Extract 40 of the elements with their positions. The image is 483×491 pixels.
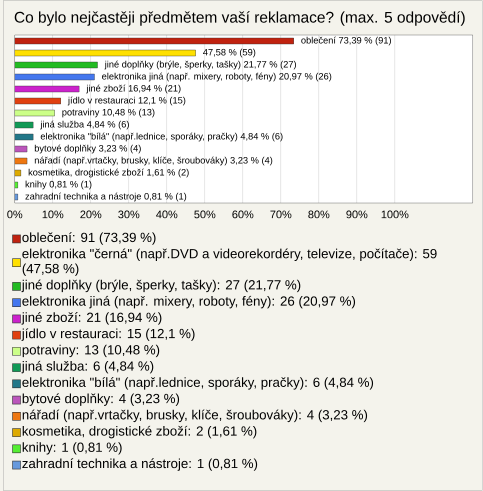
data-label: knihy 0,81 % (1) [26,180,92,190]
legend-label: kosmetika, drogistické zboží: 2 (1,61 %) [22,426,256,438]
data-label: bytové doplňky 3,23 % (4) [34,144,141,154]
legend-label: elektronika jiná (např. mixery, roboty, fény): 26 (20,97 %) [22,296,356,308]
x-tick-label: 60% [232,210,254,218]
data-label: potraviny 10,48 % (13) [62,108,155,118]
legend-label: jiná služba: 6 (4,84 %) [22,360,154,374]
legend-label: jídlo v restauraci: 15 (12,1 %) [22,328,195,341]
legend-label: bytové doplňky: 4 (3,23 %) [22,393,180,406]
data-label: jiná služba 4,84 % (6) [40,120,129,130]
data-label: zahradní technika a nástroje 0,81 % (1) [26,192,186,202]
x-tick-label: 70% [270,210,292,218]
x-tick-label: 40% [156,210,178,218]
data-label: nářadí (např.vrtačky, brusky, klíče, šroubováky) 3,23 % (4) [34,156,272,166]
x-tick-label: 20% [80,210,102,218]
data-label: oblečení 73,39 % (91) [301,36,392,46]
legend-label: knihy: 1 (0,81 %) [22,442,122,455]
legend-label: nářadí (např.vrtačky, brusky, klíče, šroubováky): 4 (3,23 %) [22,410,368,422]
x-tick-label: 0% [7,210,22,218]
legend-label: potraviny: 13 (10,48 %) [22,344,160,358]
data-label: jiné zboží 16,94 % (21) [86,84,181,94]
legend-label: jiné doplňky (brýle, šperky, tašky): 27 (21,77 %) [22,280,300,292]
legend-label: elektronika "černá" (např.DVD a videorekordéry, televize, počítače): 59 (47,58 %) [22,248,437,276]
data-label: elektronika "bílá" (např.lednice, sporáky, pračky) 4,84 % (6) [40,132,283,142]
x-tick-label: 10% [42,210,64,218]
legend-label: oblečení: 91 (73,39 %) [22,232,156,245]
x-tick-label: 90% [346,210,368,218]
legend-label: zahradní technika a nástroje: 1 (0,81 %) [22,458,258,471]
legend-label: elektronika "bílá" (např.lednice, sporáky, pračky): 6 (4,84 %) [22,377,374,390]
x-tick-label: 30% [118,210,140,218]
data-label: jídlo v restauraci 12,1 % (15) [68,96,186,106]
chart-title: Co bylo nejčastěji předmětem vaší reklamace? (max. 5 odpovědí) [14,11,465,26]
data-label: 47,58 % (59) [203,48,256,58]
x-tick-label: 100% [382,210,409,218]
x-tick-label: 80% [308,210,330,218]
data-label: jiné doplňky (brýle, šperky, tašky) 21,77 % (27) [104,60,296,70]
legend-label: jiné zboží: 21 (16,94 %) [22,312,162,325]
data-label: kosmetika, drogistické zboží 1,61 % (2) [28,168,189,178]
data-label: elektronika jiná (např. mixery, roboty, fény) 20,97 % (26) [102,72,332,82]
x-tick-label: 50% [194,210,216,218]
